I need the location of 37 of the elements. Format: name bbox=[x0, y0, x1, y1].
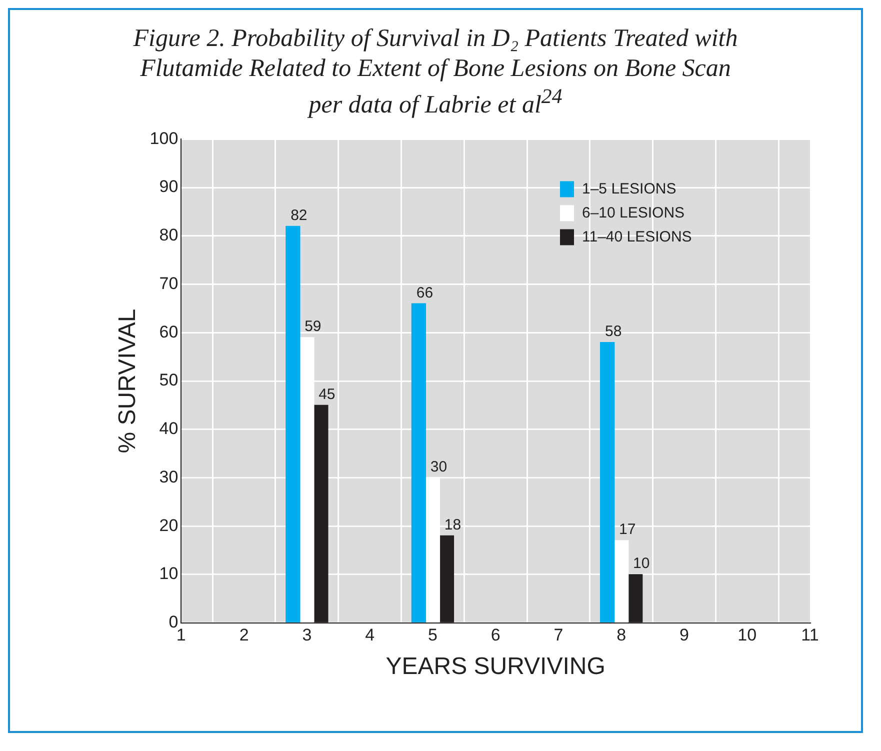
y-tick-label: 20 bbox=[159, 516, 178, 536]
x-axis-title: YEARS SURVIVING bbox=[386, 654, 606, 681]
x-tick-label: 8 bbox=[616, 626, 626, 646]
data-label: 66 bbox=[416, 284, 434, 302]
data-label: 45 bbox=[318, 386, 336, 404]
legend-label: 6–10 LESIONS bbox=[582, 204, 685, 222]
x-tick-label: 1 bbox=[176, 626, 186, 646]
data-label: 17 bbox=[619, 522, 636, 539]
data-label: 30 bbox=[430, 458, 448, 476]
x-tick-label: 3 bbox=[302, 626, 312, 646]
data-label: 10 bbox=[633, 555, 650, 572]
x-tick-label: 11 bbox=[801, 626, 819, 646]
x-tick-label: 2 bbox=[239, 626, 249, 646]
y-tick-label: 0 bbox=[168, 612, 178, 632]
y-tick-label: 30 bbox=[159, 468, 178, 487]
x-tick-label: 6 bbox=[490, 626, 500, 646]
data-label: 58 bbox=[605, 323, 622, 340]
legend-label: 1–5 LESIONS bbox=[582, 180, 676, 198]
data-label: 82 bbox=[290, 207, 308, 224]
x-tick-label: 7 bbox=[554, 626, 564, 646]
y-tick-label: 60 bbox=[159, 322, 178, 342]
x-tick-label: 10 bbox=[738, 626, 757, 646]
y-tick-label: 100 bbox=[150, 129, 178, 148]
y-tick-label: 50 bbox=[159, 371, 178, 390]
y-axis-title: % SURVIVAL bbox=[114, 309, 142, 454]
y-tick-label: 70 bbox=[159, 274, 178, 294]
data-label: 18 bbox=[444, 516, 462, 534]
x-tick-label: 4 bbox=[365, 626, 375, 646]
x-tick-label: 9 bbox=[680, 626, 689, 646]
data-label: 59 bbox=[304, 318, 322, 336]
legend-label: 11–40 LESIONS bbox=[582, 228, 692, 246]
chart-title: Figure 2. Probability of Survival in D₂ Patients Treated with Flutamide Related to Extent of Bone Lesions on Bone Scan per data of Labrie et al$^{24}$ bbox=[132, 24, 739, 120]
y-tick-label: 10 bbox=[159, 564, 178, 584]
y-tick-label: 40 bbox=[159, 419, 178, 438]
y-tick-label: 90 bbox=[159, 178, 178, 197]
y-tick-label: 80 bbox=[159, 226, 178, 245]
x-tick-label: 5 bbox=[428, 626, 438, 646]
